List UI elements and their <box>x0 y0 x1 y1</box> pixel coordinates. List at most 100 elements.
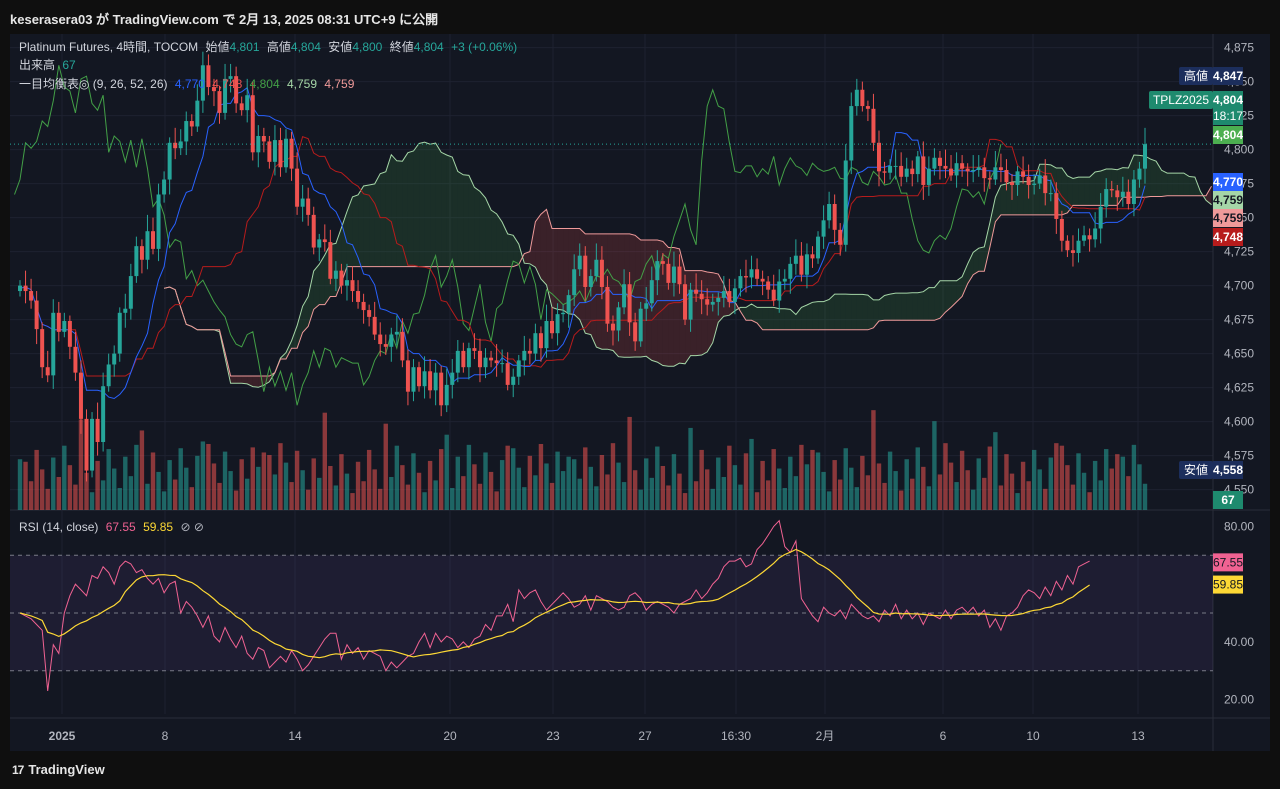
ichimoku-cloud-segment <box>696 270 702 356</box>
volume-bar <box>139 430 145 510</box>
volume-bar <box>743 453 749 510</box>
candle-body <box>583 255 588 287</box>
ichimoku-cloud-segment <box>346 196 353 267</box>
ichimoku-legend[interactable]: 一目均衡表◎ (9, 26, 52, 26) 4,770 4,748 4,804… <box>19 75 358 92</box>
symbol-legend[interactable]: Platinum Futures, 4時間, TOCOM 始値4,801 高値4… <box>19 38 521 55</box>
volume-bar <box>887 451 893 510</box>
price-tick-label: 4,575 <box>1224 449 1254 463</box>
tradingview-logo[interactable]: 17 TradingView <box>12 762 105 777</box>
candle-body <box>976 167 981 170</box>
volume-bar <box>1070 484 1076 510</box>
candle-body <box>411 367 416 392</box>
rsi-hidden-icons[interactable]: ⊘ ⊘ <box>180 520 204 534</box>
volume-bar <box>261 452 267 510</box>
high-value: 4,804 <box>290 40 321 54</box>
candle-body <box>344 280 349 286</box>
volume-bar <box>483 452 488 510</box>
candle-body <box>333 270 338 279</box>
volume-bar <box>366 449 372 510</box>
ichimoku-cloud-segment <box>984 223 990 272</box>
volume-bar <box>749 438 754 510</box>
candle-body <box>394 331 399 335</box>
candle-body <box>605 286 610 324</box>
volume-bar <box>256 466 261 510</box>
ichimoku-cloud-segment <box>485 197 492 267</box>
volume-bar <box>821 471 826 510</box>
ichimoku-cloud-segment <box>801 304 807 330</box>
time-tick-label: 23 <box>546 729 560 743</box>
candle-body <box>793 255 798 264</box>
candle-body <box>123 308 128 313</box>
ichimoku-cloud-segment <box>840 294 846 330</box>
candle-body <box>865 106 870 109</box>
candle-body <box>378 334 383 345</box>
symbol-name[interactable]: Platinum Futures, 4時間, TOCOM <box>19 40 199 54</box>
candle-body <box>56 312 61 332</box>
volume-bar <box>904 459 909 510</box>
volume-bar <box>1104 449 1109 510</box>
volume-name: 出来高 <box>19 58 56 72</box>
ichimoku-cloud-segment <box>878 295 885 321</box>
chart-canvas[interactable]: 4,8754,8504,8254,8004,7754,7504,7254,700… <box>10 34 1270 751</box>
candle-body <box>860 89 865 107</box>
candle-body <box>289 138 294 169</box>
volume-bar <box>671 454 677 510</box>
candle-body <box>477 350 482 368</box>
volume-bar <box>1065 465 1070 510</box>
candle-body <box>356 291 361 302</box>
ichimoku-cloud-segment <box>701 270 708 355</box>
candle-body <box>810 254 815 259</box>
volume-bar <box>200 441 206 510</box>
candle-body <box>1126 191 1131 204</box>
volume-bar <box>655 446 660 510</box>
chart-panel[interactable]: 4,8754,8504,8254,8004,7754,7504,7254,700… <box>10 34 1270 751</box>
volume-bar <box>1043 488 1048 510</box>
candle-body <box>267 141 272 162</box>
ichimoku-cloud-segment <box>391 154 397 267</box>
volume-bar <box>89 492 95 510</box>
volume-bar <box>233 490 239 510</box>
volume-bar <box>416 472 422 510</box>
volume-bar <box>915 447 920 510</box>
ichimoku-cloud-segment <box>890 293 896 321</box>
candle-body <box>732 288 737 302</box>
candle-body <box>73 346 78 373</box>
candle-body <box>888 165 893 173</box>
volume-bar <box>211 463 217 510</box>
volume-bar <box>782 488 787 510</box>
volume-bar <box>100 480 106 510</box>
price-label-value: 4,770 <box>1213 175 1243 189</box>
time-tick-label: 20 <box>443 729 457 743</box>
candle-body <box>433 372 438 391</box>
ichimoku-cloud-segment <box>956 276 963 302</box>
candle-body <box>367 310 372 317</box>
rsi-legend[interactable]: RSI (14, close) 67.55 59.85 ⊘ ⊘ <box>19 520 208 534</box>
ichimoku-cloud-segment <box>1089 172 1096 206</box>
candle-body <box>616 307 621 331</box>
candle-body <box>827 204 832 221</box>
volume-bar <box>505 445 510 510</box>
volume-bar <box>932 421 937 510</box>
candle-body <box>721 291 726 298</box>
volume-bar <box>577 478 582 510</box>
volume-bar <box>632 470 638 510</box>
volume-bar <box>217 482 222 510</box>
ichimoku-cloud-segment <box>441 152 447 267</box>
candle-body <box>915 156 920 175</box>
ichimoku-cloud-segment <box>457 171 464 267</box>
candle-body <box>145 231 150 260</box>
ichimoku-cloud-segment <box>1178 173 1184 196</box>
volume-bar <box>189 487 194 510</box>
volume-bar <box>134 444 139 510</box>
volume-legend[interactable]: 出来高 67 <box>19 56 80 73</box>
time-tick-label: 14 <box>288 729 302 743</box>
candle-body <box>1093 228 1098 240</box>
price-label-value: 67 <box>1221 493 1235 507</box>
volume-bar <box>549 482 555 510</box>
low-value: 4,800 <box>352 40 383 54</box>
volume-bar <box>333 485 339 510</box>
volume-bar <box>239 459 244 510</box>
candle-body <box>139 246 144 260</box>
volume-bar <box>117 488 122 510</box>
ichimoku-cloud-segment <box>419 142 425 267</box>
